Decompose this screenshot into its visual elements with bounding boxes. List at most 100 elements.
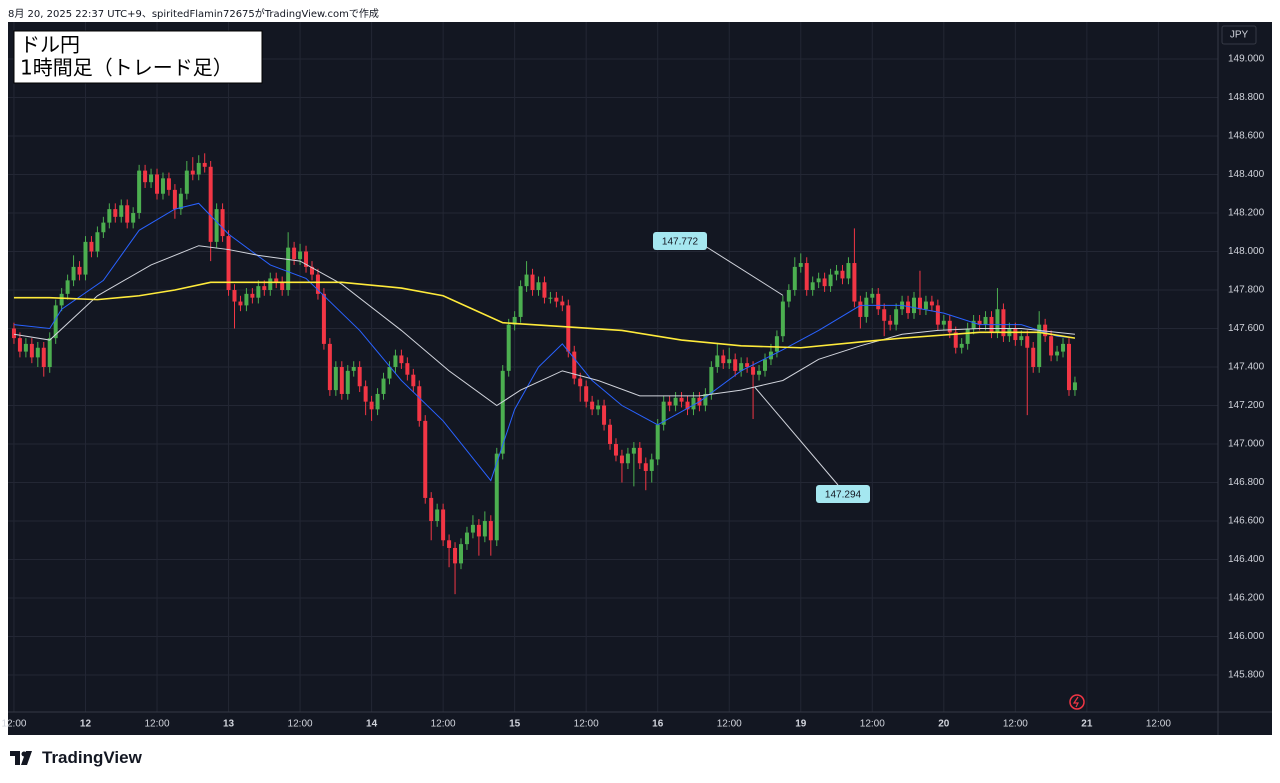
candle-body: [685, 401, 690, 410]
candle-body: [262, 286, 267, 290]
candle-body: [906, 301, 911, 314]
candle-body: [274, 278, 279, 283]
candle-body: [1043, 324, 1048, 337]
alert-icon[interactable]: [1069, 694, 1085, 710]
candle-body: [268, 278, 273, 290]
y-tick-label: 148.800: [1228, 92, 1265, 103]
brand: TradingView: [10, 748, 142, 768]
candle-body: [703, 393, 708, 406]
candle-body: [929, 301, 934, 306]
candle-body: [691, 397, 696, 410]
annotation-pointer: [754, 387, 839, 486]
candle-body: [536, 282, 541, 290]
y-tick-label: 147.400: [1228, 362, 1265, 373]
candle-body: [840, 270, 845, 279]
candle-body: [23, 343, 28, 352]
candle-body: [387, 367, 392, 379]
candle-body: [232, 289, 237, 302]
candle-body: [596, 405, 601, 410]
candle-body: [762, 359, 767, 371]
header: 8月 20, 2025 22:37 UTC+9、spiritedFlamin72…: [8, 9, 379, 20]
y-tick-label: 149.000: [1228, 54, 1265, 65]
candle-body: [977, 320, 982, 325]
y-tick-label: 146.400: [1228, 554, 1265, 565]
candle-body: [554, 297, 559, 302]
candle-body: [1031, 347, 1036, 367]
candle-body: [1025, 336, 1030, 348]
candle-body: [250, 293, 255, 298]
candle-body: [1066, 343, 1071, 391]
candle-body: [864, 297, 869, 317]
annotation-box: [653, 232, 707, 250]
x-tick-label: 12:00: [860, 719, 885, 730]
candle-body: [220, 209, 225, 237]
candle-body: [780, 301, 785, 337]
candle-body: [315, 274, 320, 294]
annotation-label: 147.772: [662, 237, 699, 248]
candle-body: [661, 401, 666, 425]
candle-body: [113, 209, 118, 217]
y-tick-label: 146.000: [1228, 631, 1265, 642]
candle-body: [119, 205, 124, 217]
candle-body: [631, 447, 636, 454]
y-tick-label: 148.000: [1228, 246, 1265, 257]
candle-body: [429, 497, 434, 522]
candle-body: [184, 170, 189, 194]
candle-body: [65, 280, 70, 294]
y-tick-label: 145.800: [1228, 670, 1265, 681]
candle-body: [339, 367, 344, 394]
candle-body: [35, 347, 40, 358]
candle-body: [512, 316, 517, 325]
candle-body: [351, 367, 356, 371]
candle-body: [804, 263, 809, 290]
candle-body: [1013, 328, 1018, 341]
moving-average: [13, 281, 1076, 349]
candle-body: [524, 274, 529, 287]
title-box: [13, 30, 263, 84]
chart-subtitle: 1時間足（トレード足）: [20, 56, 233, 80]
x-tick-label: 14: [366, 719, 378, 730]
candle-body: [363, 386, 368, 402]
candle-body: [1072, 382, 1077, 391]
x-tick-label: 19: [795, 719, 807, 730]
candle-body: [309, 266, 314, 275]
candle-body: [178, 193, 183, 210]
x-tick-label: 13: [223, 719, 235, 730]
x-tick-label: 12:00: [1003, 719, 1028, 730]
candle-body: [852, 263, 857, 302]
candle-body: [858, 301, 863, 317]
candle-body: [786, 289, 791, 302]
candle-body: [137, 170, 142, 213]
candle-body: [71, 266, 76, 281]
candle-body: [542, 282, 547, 298]
candle-body: [381, 378, 386, 394]
annotation-box: [816, 485, 870, 503]
candle-body: [745, 363, 750, 367]
candle-body: [89, 241, 94, 252]
candle-body: [834, 270, 839, 275]
candle-body: [649, 459, 654, 471]
brand-name: TradingView: [42, 748, 142, 767]
candle-body: [59, 293, 64, 306]
brand-logo: [10, 751, 32, 765]
annotation-pointer: [704, 245, 784, 296]
plot: [11, 153, 1077, 595]
candle-body: [29, 343, 34, 358]
candle-body: [965, 328, 970, 344]
candle-body: [995, 309, 1000, 333]
candle-body: [727, 359, 732, 364]
candle-body: [286, 247, 291, 290]
x-tick-label: 16: [652, 719, 664, 730]
candle-body: [757, 370, 762, 375]
candle-body: [530, 274, 535, 290]
candle-body: [953, 332, 958, 348]
candle-body: [476, 524, 481, 537]
candle-body: [608, 424, 613, 445]
candle-body: [459, 544, 464, 564]
candle-body: [447, 540, 452, 548]
y-tick-label: 148.400: [1228, 169, 1265, 180]
x-tick-label: 12:00: [144, 719, 169, 730]
candle-body: [1049, 336, 1054, 356]
y-tick-label: 146.600: [1228, 516, 1265, 527]
y-tick-label: 148.600: [1228, 131, 1265, 142]
